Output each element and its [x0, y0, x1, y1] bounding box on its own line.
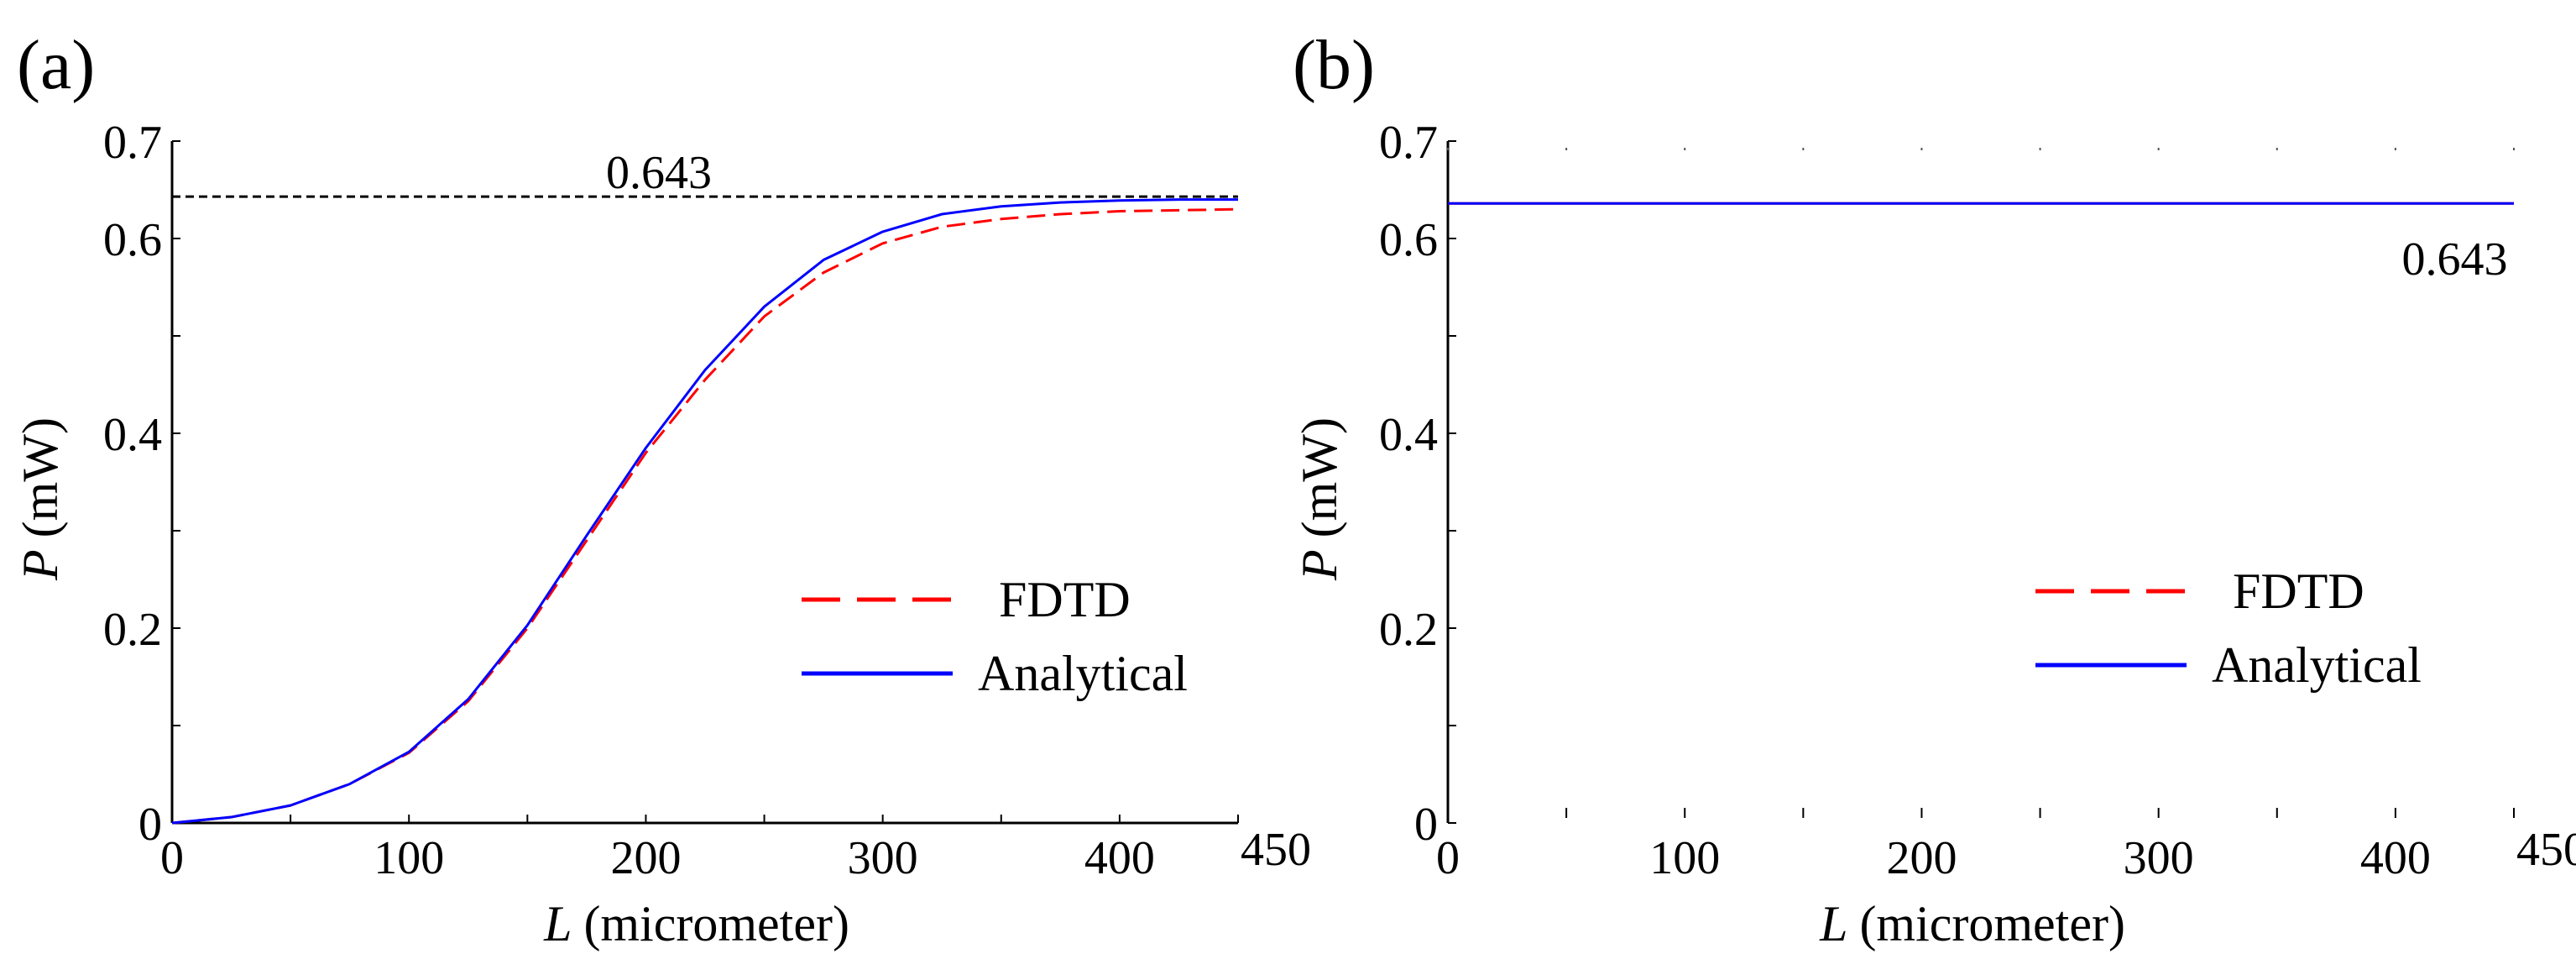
panel-b-y-tick-label: 0.4	[1379, 409, 1438, 461]
panel-a-y-tick-label: 0.7	[103, 117, 162, 169]
panel-b-legend: FDTD Analytical	[2035, 563, 2422, 693]
panel-a-y-tick-label: 0.2	[103, 604, 162, 656]
panel-a-legend: FDTD Analytical	[802, 572, 1188, 701]
panel-a-x-axis-label: L (micrometer)	[543, 896, 849, 951]
panel-a-x-axis-unit: (micrometer)	[583, 896, 849, 951]
panel-a-y-tick-label: 0.6	[103, 214, 162, 266]
panel-a: FDTD Analytical	[170, 140, 1239, 825]
panel-b-x-tick-label: 100	[1649, 832, 1720, 884]
panel-a-series-fdtd	[171, 207, 1239, 825]
panel-a-y-axis-label: P (mW)	[13, 417, 68, 581]
panel-b-value-label: 0.643	[2401, 233, 2507, 286]
panel-a-y-tick-label: 0.4	[103, 409, 162, 461]
panel-b-x-tick-label: 300	[2124, 832, 2194, 884]
panel-b-y-tick-label: 0.6	[1379, 214, 1438, 266]
panel-a-x-tick-label: 450	[1241, 824, 1311, 876]
panel-b-y-axis-label: P (mW)	[1292, 417, 1347, 581]
panel-a-x-tick-label: 0	[160, 832, 184, 884]
panel-b-x-tick-label: 200	[1886, 832, 1957, 884]
legend-label-fdtd: FDTD	[2233, 563, 2364, 619]
panel-a-reference-label: 0.643	[606, 147, 712, 199]
panel-a-x-axis-var: L	[543, 896, 572, 951]
panel-b-x-tick-label: 400	[2360, 832, 2431, 884]
panel-a-x-tick-label: 400	[1084, 832, 1155, 884]
panel-b-x-axis-var: L	[1819, 896, 1847, 951]
panel-b: FDTD Analytical	[1446, 140, 2515, 824]
panel-b-x-axis-label: L (micrometer)	[1819, 896, 2125, 951]
panel-b-y-axis-var: P	[1292, 549, 1347, 581]
panel-a-y-axis-unit: (mW)	[13, 417, 68, 537]
panel-a-x-tick-label: 300	[848, 832, 918, 884]
panel-b-x-tick-label: 450	[2516, 824, 2576, 876]
panel-b-x-tick-label: 0	[1436, 832, 1460, 884]
legend-label-fdtd: FDTD	[999, 572, 1131, 627]
panel-a-y-tick-label: 0	[138, 799, 162, 851]
panel-a-y-axis-var: P	[13, 549, 68, 581]
panel-b-y-axis-unit: (mW)	[1292, 417, 1347, 537]
panel-b-label: (b)	[1293, 26, 1375, 104]
panel-a-x-tick-label: 200	[610, 832, 681, 884]
panel-b-y-tick-label: 0.7	[1379, 117, 1438, 169]
panel-a-series-analytical	[171, 198, 1238, 825]
legend-label-analytical: Analytical	[978, 646, 1188, 701]
panel-a-label: (a)	[17, 26, 95, 104]
panel-a-x-tick-label: 100	[374, 832, 444, 884]
panel-b-y-tick-label: 0.2	[1379, 604, 1438, 656]
panel-b-x-axis-unit: (micrometer)	[1859, 896, 2125, 951]
panel-b-y-tick-label: 0	[1414, 799, 1438, 851]
legend-label-analytical: Analytical	[2212, 637, 2422, 693]
